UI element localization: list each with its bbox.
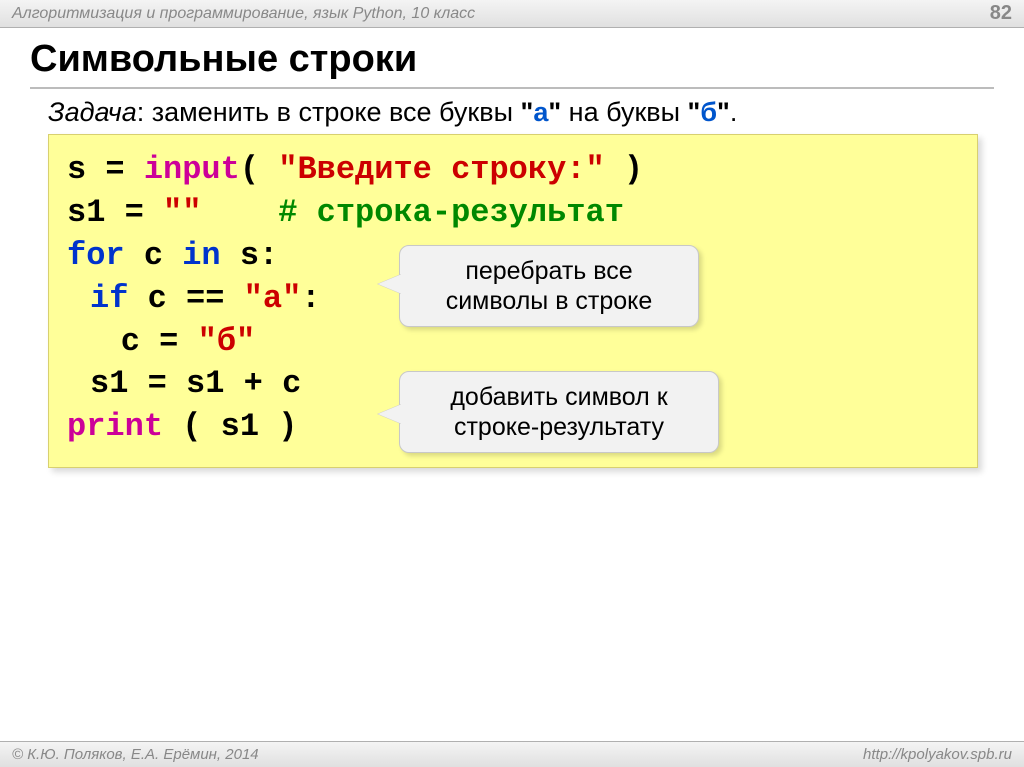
task-statement: Задача: заменить в строке все буквы "а" … bbox=[48, 97, 994, 128]
footer-bar: © К.Ю. Поляков, Е.А. Ерёмин, 2014 http:/… bbox=[0, 741, 1024, 767]
callout-iterate: перебрать все символы в строке bbox=[399, 245, 699, 327]
callout-iterate-text: перебрать все символы в строке bbox=[446, 257, 653, 315]
course-title: Алгоритмизация и программирование, язык … bbox=[12, 5, 475, 23]
task-text-3: . bbox=[730, 97, 738, 127]
code-line-1: s = input( "Введите строку:" ) bbox=[67, 149, 959, 192]
task-quote-b: "б" bbox=[688, 97, 730, 127]
code-block: s = input( "Введите строку:" ) s1 = "" #… bbox=[48, 134, 978, 468]
slide-title: Символьные строки bbox=[30, 38, 994, 81]
task-label: Задача bbox=[48, 97, 137, 127]
task-quote-a: "а" bbox=[521, 97, 562, 127]
footer-url: http://kpolyakov.spb.ru bbox=[863, 746, 1012, 763]
slide-content: Символьные строки Задача: заменить в стр… bbox=[0, 28, 1024, 468]
task-text-2: на буквы bbox=[561, 97, 687, 127]
callout-tail-icon bbox=[378, 274, 402, 294]
code-line-2: s1 = "" # строка-результат bbox=[67, 192, 959, 235]
page-number: 82 bbox=[990, 2, 1012, 25]
title-divider bbox=[30, 87, 994, 89]
callout-append-text: добавить символ к строке-результату bbox=[450, 383, 667, 441]
header-bar: Алгоритмизация и программирование, язык … bbox=[0, 0, 1024, 28]
callout-tail-icon bbox=[378, 404, 402, 424]
callout-append: добавить символ к строке-результату bbox=[399, 371, 719, 453]
task-text-1: : заменить в строке все буквы bbox=[137, 97, 521, 127]
footer-authors: © К.Ю. Поляков, Е.А. Ерёмин, 2014 bbox=[12, 746, 259, 763]
